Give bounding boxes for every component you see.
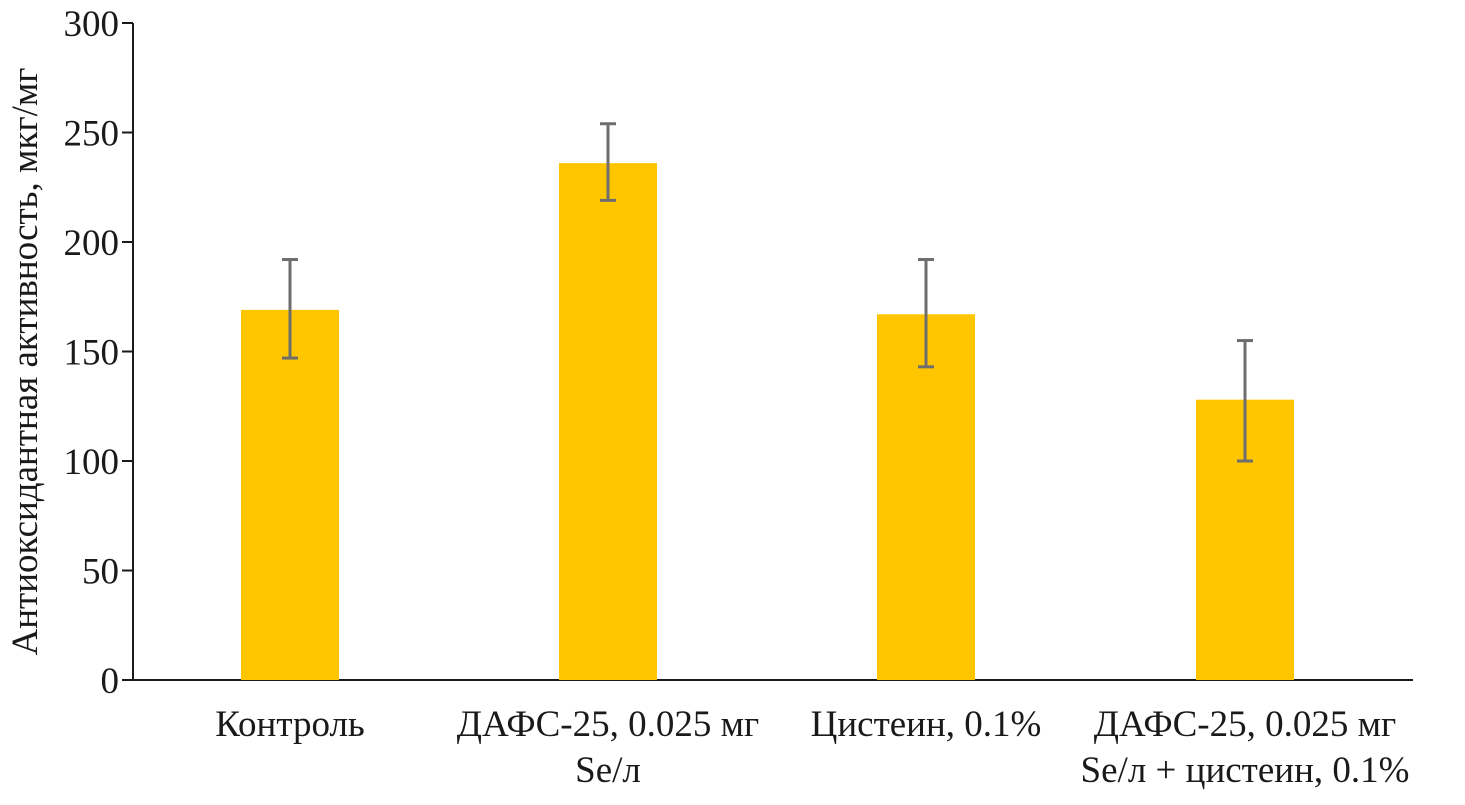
x-tick-labels: Контроль ДАФС-25, 0.025 мг Se/л Цистеин, 0.… <box>215 704 1409 791</box>
bar <box>877 314 975 680</box>
error-bar <box>1237 339 1253 463</box>
y-tick-label: 200 <box>64 223 120 264</box>
bars <box>241 163 1294 680</box>
y-axis: 0 50 100 150 200 250 300 <box>64 4 134 702</box>
error-bar <box>600 122 616 202</box>
bar <box>241 309 339 680</box>
y-tick-label: 100 <box>64 442 120 483</box>
y-tick-label: 300 <box>64 4 120 45</box>
x-tick-label: Контроль <box>215 704 365 745</box>
x-tick-label: ДАФС-25, 0.025 мг <box>1094 704 1396 745</box>
error-bar <box>918 258 934 369</box>
y-tick-label: 0 <box>101 661 120 702</box>
x-tick-label: Цистеин, 0.1% <box>811 704 1042 745</box>
x-tick-label: Se/л + цистеин, 0.1% <box>1081 750 1410 791</box>
bar <box>559 163 657 680</box>
x-tick-label: Se/л <box>575 750 641 791</box>
error-bar <box>282 258 298 360</box>
y-tick-label: 150 <box>64 333 120 374</box>
error-bars <box>282 122 1253 463</box>
y-tick-label: 250 <box>64 114 120 155</box>
x-tick-label: ДАФС-25, 0.025 мг <box>457 704 759 745</box>
y-axis-label: Антиоксидантная активность, мкг/мг <box>5 68 46 656</box>
y-tick-label: 50 <box>82 552 119 593</box>
